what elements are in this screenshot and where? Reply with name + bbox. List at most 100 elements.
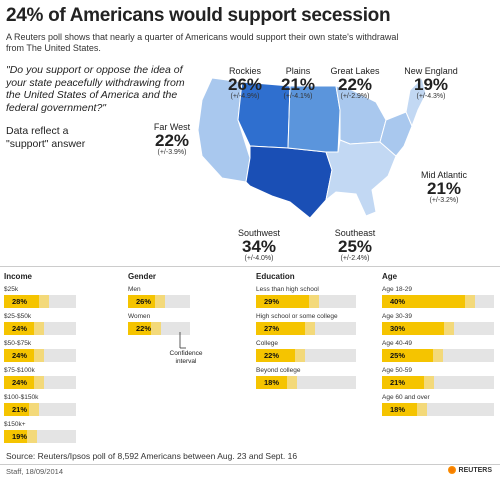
group-gender: Gender Men 26% Women 22% bbox=[128, 272, 190, 340]
footer-divider bbox=[0, 464, 500, 465]
reuters-logo-text: REUTERS bbox=[458, 466, 492, 474]
bar-track bbox=[4, 430, 76, 443]
region-plains: Plains 21% (+/-4.1%) bbox=[274, 66, 322, 100]
bar-row: Age 50-59 21% bbox=[382, 367, 494, 389]
bar bbox=[382, 295, 469, 308]
region-name: New England bbox=[404, 66, 458, 76]
bar-row: High school or some college 27% bbox=[256, 313, 356, 335]
bar bbox=[256, 376, 291, 389]
bar-row: Age 30-39 30% bbox=[382, 313, 494, 335]
bar bbox=[256, 349, 299, 362]
bar-category-label: Age 40-49 bbox=[382, 340, 412, 347]
bar bbox=[256, 322, 309, 335]
bar-value-label: 24% bbox=[12, 324, 28, 333]
region-moe: (+/-4.9%) bbox=[230, 93, 260, 100]
bar-track bbox=[128, 322, 190, 335]
bar-row: Less than high school 29% bbox=[256, 286, 356, 308]
bar-row: Women 22% bbox=[128, 313, 190, 335]
bar-confidence-interval bbox=[29, 403, 39, 416]
bar-value-label: 28% bbox=[12, 297, 28, 306]
bar bbox=[4, 349, 38, 362]
section-divider bbox=[0, 266, 500, 267]
bar-value-label: 30% bbox=[390, 324, 406, 333]
region-pct: 26% bbox=[227, 75, 263, 94]
bar bbox=[128, 295, 159, 308]
bar bbox=[4, 295, 43, 308]
source-note: Source: Reuters/Ipsos poll of 8,592 Amer… bbox=[6, 451, 298, 461]
region-pct: 25% bbox=[337, 237, 373, 256]
bar-row: Beyond college 18% bbox=[256, 367, 356, 389]
poll-question: "Do you support or oppose the idea of yo… bbox=[6, 64, 185, 114]
region-moe: (+/-2.4%) bbox=[340, 255, 370, 262]
bar-value-label: 40% bbox=[390, 297, 406, 306]
bar-track bbox=[256, 322, 356, 335]
bar-track bbox=[4, 403, 76, 416]
bar-category-label: $75-$100k bbox=[4, 367, 35, 374]
bar-value-label: 24% bbox=[12, 378, 28, 387]
region-new-england: New England 19% (+/-4.3%) bbox=[400, 66, 462, 100]
bar-row: Age 18-29 40% bbox=[382, 286, 494, 308]
bar-category-label: $150k+ bbox=[4, 421, 26, 428]
bar-row: Age 60 and over 18% bbox=[382, 394, 494, 416]
bar-category-label: Women bbox=[128, 313, 151, 320]
bar-track bbox=[4, 376, 76, 389]
bar-confidence-interval bbox=[444, 322, 454, 335]
region-southeast: Southeast 25% (+/-2.4%) bbox=[326, 228, 384, 262]
bar-value-label: 19% bbox=[12, 432, 28, 441]
bar-value-label: 25% bbox=[390, 351, 406, 360]
bar-row: $150k+ 19% bbox=[4, 421, 76, 443]
bar-track bbox=[382, 322, 494, 335]
region-moe: (+/-4.0%) bbox=[244, 255, 274, 262]
bar-category-label: $25k bbox=[4, 286, 19, 293]
group-heading: Age bbox=[382, 272, 398, 281]
chart-subtitle: A Reuters poll shows that nearly a quart… bbox=[6, 32, 399, 53]
bar-confidence-interval bbox=[27, 430, 37, 443]
region-moe: (+/-3.2%) bbox=[429, 197, 459, 204]
bar-confidence-interval bbox=[287, 376, 297, 389]
bar-confidence-interval bbox=[151, 322, 161, 335]
region-pct: 21% bbox=[280, 75, 316, 94]
bar-confidence-interval bbox=[433, 349, 443, 362]
ci-note: Confidence interval bbox=[169, 350, 203, 365]
bar-row: $50-$75k 24% bbox=[4, 340, 76, 362]
group-education: Education Less than high school 29% High sc… bbox=[256, 272, 356, 394]
bar-confidence-interval bbox=[424, 376, 434, 389]
region-name: Rockies bbox=[228, 66, 261, 76]
bar-track bbox=[382, 349, 494, 362]
region-pct: 21% bbox=[426, 179, 462, 198]
bar-category-label: Age 60 and over bbox=[382, 394, 430, 401]
reflect-note: Data reflect a "support" answer bbox=[6, 125, 86, 150]
bar-row: Age 40-49 25% bbox=[382, 340, 494, 362]
region-mid-atlantic: Mid Atlantic 21% (+/-3.2%) bbox=[412, 170, 476, 204]
region-name: Southeast bbox=[334, 228, 376, 238]
bar-track bbox=[256, 295, 356, 308]
bar bbox=[128, 322, 155, 335]
bar-category-label: Age 50-59 bbox=[382, 367, 412, 374]
map-region-southeast bbox=[325, 139, 397, 217]
group-age: Age Age 18-29 40% Age 30-39 30% Age 40-49 25% A… bbox=[382, 272, 494, 421]
bar-category-label: Beyond college bbox=[256, 367, 301, 374]
bar-track bbox=[4, 322, 76, 335]
region-great-lakes: Great Lakes 22% (+/-2.9%) bbox=[326, 66, 384, 100]
bar bbox=[4, 376, 38, 389]
bar-value-label: 27% bbox=[264, 324, 280, 333]
region-pct: 34% bbox=[241, 237, 277, 256]
region-pct: 19% bbox=[413, 75, 449, 94]
bar-category-label: College bbox=[256, 340, 279, 347]
bar bbox=[4, 322, 38, 335]
bar-value-label: 18% bbox=[390, 405, 406, 414]
bar-track bbox=[382, 295, 494, 308]
bar-track bbox=[128, 295, 190, 308]
bar-confidence-interval bbox=[295, 349, 305, 362]
bar-confidence-interval bbox=[155, 295, 165, 308]
ci-pointer bbox=[179, 332, 186, 349]
bar bbox=[256, 295, 313, 308]
group-heading: Income bbox=[4, 272, 33, 281]
bar-category-label: Age 18-29 bbox=[382, 286, 412, 293]
bar-value-label: 26% bbox=[136, 297, 152, 306]
bar-row: Men 26% bbox=[128, 286, 190, 308]
region-southwest: Southwest 34% (+/-4.0%) bbox=[230, 228, 288, 262]
region-moe: (+/-3.9%) bbox=[157, 149, 187, 156]
us-region-map bbox=[197, 77, 427, 219]
bar-confidence-interval bbox=[34, 322, 44, 335]
